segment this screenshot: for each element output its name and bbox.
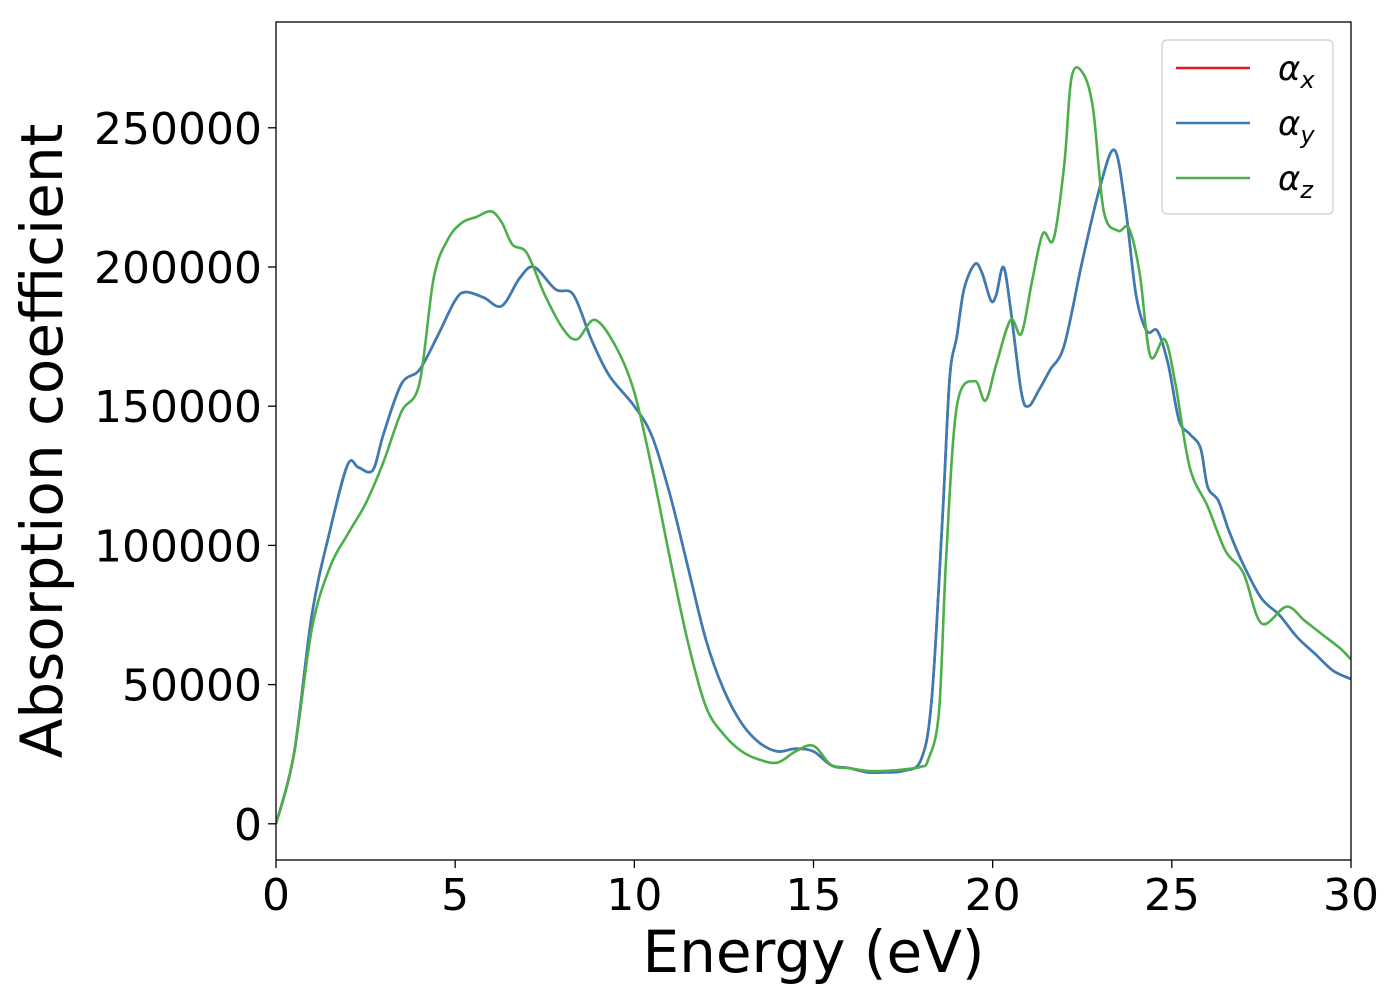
legend-label-subscript: z <box>1299 176 1314 204</box>
x-tick-label: 25 <box>1144 870 1200 921</box>
legend-label-base: α <box>1278 159 1300 199</box>
legend-label-z: αz <box>1278 159 1314 204</box>
y-tick-label: 250000 <box>94 104 262 155</box>
series-line-2 <box>276 148 1351 825</box>
x-tick-label: 0 <box>262 870 290 921</box>
ticks-layer: 0 5 10 15 20 25 30 0 50000 100000 150000 200000 2500… <box>94 104 1379 921</box>
x-tick-label: 15 <box>786 870 842 921</box>
legend-label-base: α <box>1278 49 1300 89</box>
legend-label-base: α <box>1278 104 1300 144</box>
series-layer <box>276 65 1351 825</box>
y-tick-label: 0 <box>234 800 262 851</box>
legend-label-subscript: x <box>1299 66 1315 94</box>
y-tick-label: 100000 <box>94 521 262 572</box>
y-tick-label: 150000 <box>94 382 262 433</box>
legend-label-y: αy <box>1278 104 1315 149</box>
y-tick-label: 200000 <box>94 243 262 294</box>
x-tick-label: 30 <box>1323 870 1379 921</box>
legend-label-subscript: y <box>1299 121 1315 149</box>
series-line-3 <box>276 65 1351 825</box>
x-tick-label: 20 <box>965 870 1021 921</box>
y-axis-title: Absorption coefficient <box>8 124 76 759</box>
y-tick-label: 50000 <box>122 661 262 712</box>
x-tick-label: 10 <box>606 870 662 921</box>
legend-box <box>1161 39 1334 215</box>
legend-label-x: αx <box>1278 49 1315 94</box>
x-axis-title: Energy (eV) <box>642 918 984 986</box>
series-line-1 <box>276 148 1351 825</box>
x-tick-label: 5 <box>441 870 469 921</box>
